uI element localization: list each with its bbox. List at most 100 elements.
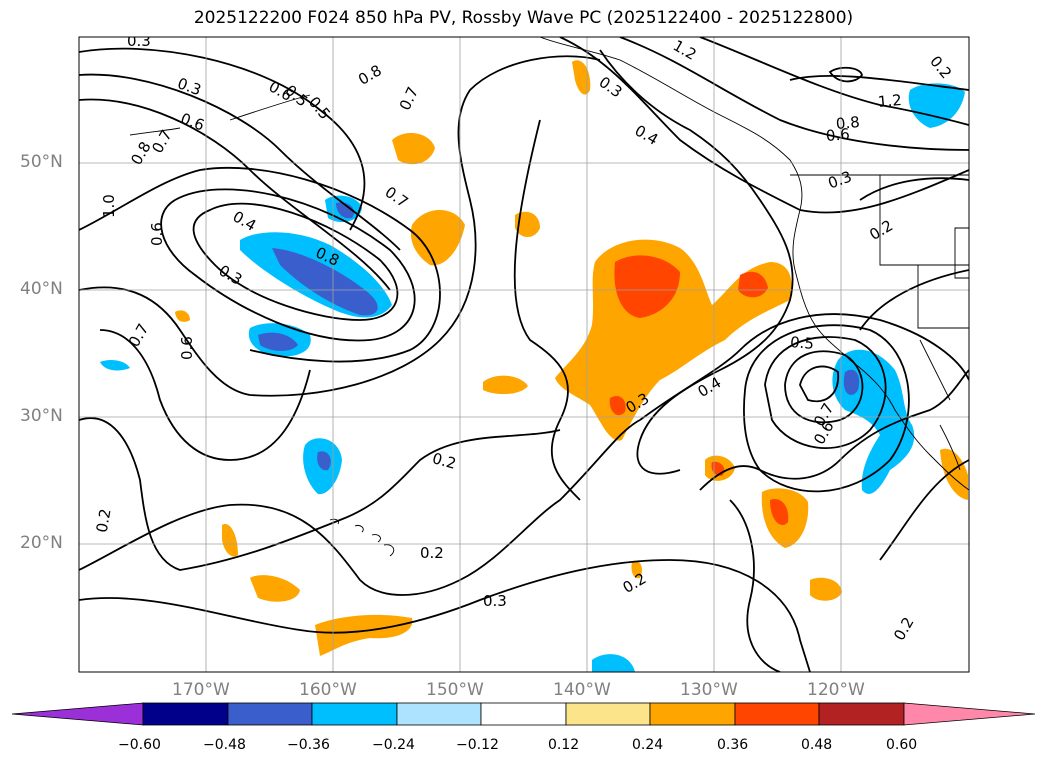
contour-label: 0.6 bbox=[148, 222, 166, 246]
lat-label: 50°N bbox=[20, 152, 63, 172]
colorbar-segment bbox=[311, 702, 398, 726]
contour-label: 0.8 bbox=[355, 61, 385, 89]
lon-label: 130°W bbox=[680, 680, 738, 700]
contour-label: 0.3 bbox=[483, 592, 507, 610]
pv-contour-line bbox=[799, 365, 839, 403]
coastline bbox=[917, 265, 969, 329]
coastline bbox=[329, 518, 395, 557]
pv-contour-line bbox=[79, 73, 401, 251]
positive-anomaly-region bbox=[614, 255, 680, 318]
lon-label: 170°W bbox=[172, 680, 230, 700]
positive-anomaly-region bbox=[483, 375, 528, 395]
lon-label: 150°W bbox=[426, 680, 484, 700]
negative-anomaly-region bbox=[258, 332, 298, 352]
shading-layer bbox=[100, 60, 968, 672]
coastline bbox=[954, 227, 969, 279]
pv-contour-line bbox=[79, 417, 561, 571]
positive-anomaly-region bbox=[392, 133, 435, 165]
colorbar-segment bbox=[734, 702, 820, 726]
negative-anomaly-region bbox=[317, 451, 331, 471]
negative-anomaly-region bbox=[908, 83, 965, 128]
negative-anomaly-region bbox=[272, 248, 378, 316]
pv-contour-line bbox=[79, 166, 441, 363]
contour-label: 0.3 bbox=[826, 167, 855, 192]
contour-label: 0.7 bbox=[382, 183, 412, 211]
colorbar-extend-high bbox=[903, 702, 1036, 726]
contour-label: 0.2 bbox=[890, 614, 918, 644]
pv-contour-line bbox=[764, 336, 887, 450]
colorbar-tick-label: 0.36 bbox=[717, 737, 749, 753]
colorbar-tick-label: 0.24 bbox=[632, 737, 664, 753]
coastline bbox=[129, 94, 311, 136]
contour-layer bbox=[79, 37, 969, 672]
colorbar-segment bbox=[396, 702, 482, 726]
positive-anomaly-region bbox=[410, 210, 465, 266]
positive-anomaly-region bbox=[940, 448, 968, 500]
contour-label: 0.7 bbox=[148, 127, 176, 157]
pv-contour-line bbox=[699, 37, 969, 126]
colorbar-tick-label: −0.60 bbox=[118, 737, 161, 753]
graticule bbox=[79, 37, 969, 672]
positive-anomaly-region bbox=[631, 561, 643, 579]
colorbar-segment bbox=[480, 702, 567, 726]
pv-contour-line bbox=[79, 419, 641, 596]
colorbar-segment bbox=[649, 702, 736, 726]
contour-label: 0.2 bbox=[620, 569, 650, 597]
lat-label: 20°N bbox=[20, 533, 63, 553]
colorbar-tick-label: 0.12 bbox=[548, 737, 580, 753]
contour-label: 0.6 bbox=[825, 125, 850, 145]
colorbar-tick-label: −0.12 bbox=[456, 737, 499, 753]
contour-label: 0.3 bbox=[127, 32, 151, 50]
pv-contour-line bbox=[559, 37, 969, 214]
coastline bbox=[539, 37, 969, 491]
negative-anomaly-region bbox=[832, 349, 915, 494]
pv-contour-line bbox=[79, 47, 366, 231]
contour-label: 0.8 bbox=[835, 113, 860, 133]
colorbar-segment bbox=[818, 702, 905, 726]
contour-label: 0.2 bbox=[420, 544, 444, 562]
contour-label: 0.7 bbox=[125, 320, 153, 350]
lat-label: 30°N bbox=[20, 406, 63, 426]
lat-label: 40°N bbox=[20, 279, 63, 299]
contour-label: 0.4 bbox=[695, 373, 725, 401]
coastline bbox=[879, 175, 969, 266]
positive-anomaly-region bbox=[738, 271, 768, 298]
contour-label: 0.7 bbox=[396, 84, 422, 113]
pv-contour-line bbox=[859, 177, 969, 201]
colorbar-extend-low bbox=[11, 702, 144, 726]
pv-contour-line bbox=[743, 324, 910, 493]
positive-anomaly-region bbox=[609, 395, 626, 416]
positive-anomaly-region bbox=[222, 524, 238, 557]
colorbar-tick-label: 0.60 bbox=[886, 737, 918, 753]
coastline bbox=[919, 339, 961, 471]
positive-anomaly-region bbox=[810, 577, 842, 601]
positive-anomaly-region bbox=[250, 575, 300, 602]
pv-contour-line bbox=[192, 202, 399, 321]
pv-contour-line bbox=[699, 369, 969, 491]
contour-label: 0.4 bbox=[632, 121, 662, 149]
positive-anomaly-region bbox=[315, 614, 413, 656]
pv-contour-line bbox=[99, 329, 311, 461]
contour-label: 0.6 bbox=[178, 109, 207, 134]
contour-label: 0.4 bbox=[230, 207, 260, 235]
negative-anomaly-region bbox=[336, 202, 355, 219]
positive-anomaly-region bbox=[175, 310, 190, 322]
contour-label: 0.2 bbox=[866, 216, 896, 244]
contour-label: 0.2 bbox=[926, 52, 955, 82]
pv-contour-line bbox=[619, 37, 969, 151]
map-title: 2025122200 F024 850 hPa PV, Rossby Wave … bbox=[193, 8, 854, 28]
positive-anomaly-region bbox=[770, 499, 789, 526]
pv-contour-line bbox=[513, 119, 581, 501]
pv-contour-line bbox=[599, 49, 794, 475]
contour-label: 1.2 bbox=[877, 91, 902, 111]
contour-label: 0.6 bbox=[178, 336, 196, 360]
contour-label: 0.3 bbox=[175, 74, 204, 99]
lon-label: 120°W bbox=[807, 680, 865, 700]
plot-frame bbox=[78, 36, 970, 673]
colorbar-tick-label: 0.48 bbox=[801, 737, 833, 753]
negative-anomaly-region bbox=[100, 360, 130, 371]
negative-anomaly-region bbox=[592, 654, 635, 672]
pv-contour-line bbox=[879, 459, 969, 561]
colorbar-segment bbox=[565, 702, 651, 726]
